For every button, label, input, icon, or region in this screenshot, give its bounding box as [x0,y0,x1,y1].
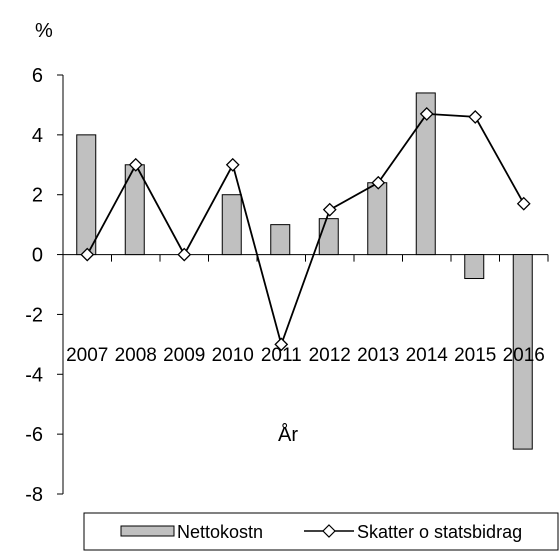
y-tick-label: 4 [32,125,43,147]
point-2015 [468,109,483,124]
x-tick-label-2011: 2011 [261,345,302,366]
point-2009 [177,247,192,262]
legend: Nettokostn Skatter o statsbidrag [83,512,559,551]
bars [76,92,533,450]
y-tick-label: 2 [32,185,43,207]
x-tick-label-2013: 2013 [357,345,399,366]
y-tick-label: -2 [25,304,43,326]
series-line-skatter [86,112,525,348]
y-axis: 6 4 2 0 -2 -4 -6 -8 [25,65,549,506]
point-2012 [322,202,337,217]
bar-2010 [221,194,242,256]
x-tick-label-2008: 2008 [115,345,157,366]
y-tick-label: -8 [25,484,43,506]
y-tick-label: 0 [32,245,43,267]
x-tick-label-2015: 2015 [454,345,496,366]
bar-2013 [367,182,388,256]
legend-diamond-marker [322,524,336,538]
x-tick-label-2014: 2014 [406,345,449,366]
legend-label-nettokostn: Nettokostn [177,522,263,542]
point-2014 [419,106,434,121]
bar-2007 [76,134,97,256]
x-tick-label-2009: 2009 [163,345,205,366]
point-2008 [128,157,143,172]
legend-bar-swatch [120,525,175,537]
line-series [80,106,531,352]
point-2016 [516,196,531,211]
y-tick-label: -4 [25,364,43,386]
x-axis-label: År [278,423,298,446]
point-2010 [225,157,240,172]
point-2013 [371,175,386,190]
bar-2011 [270,224,291,256]
bar-2012 [318,218,339,256]
bar-2015 [464,254,485,280]
point-2011 [274,337,289,352]
x-tick-label-2012: 2012 [309,345,351,366]
x-tick-labels: 2007 2008 2009 2010 2011 2012 2013 2014 2015 2016 [66,345,545,366]
x-tick-label-2007: 2007 [66,345,108,366]
bar-2016 [512,254,533,450]
point-2007 [80,247,95,262]
x-tick-label-2010: 2010 [212,345,254,366]
bar-2014 [415,92,436,256]
legend-label-skatter: Skatter o statsbidrag [357,522,522,542]
x-tick-label-2016: 2016 [503,345,545,366]
y-tick-label: 6 [32,65,43,87]
y-axis-unit-label: % [35,20,53,42]
y-tick-label: -6 [25,424,43,446]
